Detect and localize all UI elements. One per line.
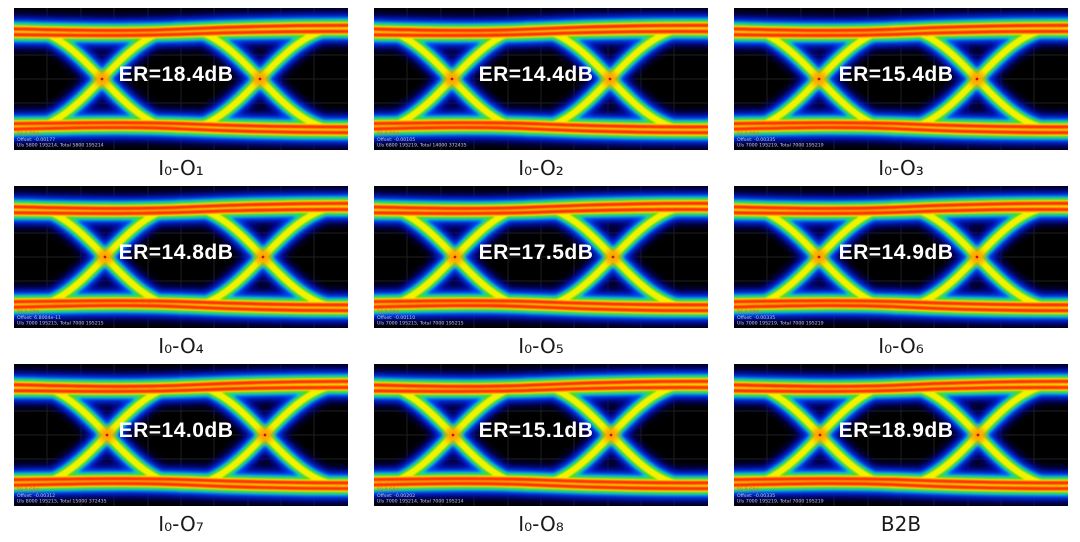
panel-caption: I₀-O₂ <box>518 156 564 180</box>
er-label: ER=15.4dB <box>838 62 954 86</box>
panel-caption: I₀-O₁ <box>158 156 204 180</box>
eye-diagram-panel-1: ER=18.4dB 50.0 GBd Offset: -0.00177 UIs … <box>14 8 348 150</box>
eye-diagram-plot <box>374 186 708 328</box>
er-label: ER=14.0dB <box>118 418 234 442</box>
eye-diagram-panel-2: ER=14.4dB 50.0 GBd Offset: -0.00105 UIs … <box>374 8 708 150</box>
panel-cell-1: ER=18.4dB 50.0 GBd Offset: -0.00177 UIs … <box>14 8 348 186</box>
panel-caption: I₀-O₆ <box>878 334 924 358</box>
panel-caption: I₀-O₄ <box>158 334 204 358</box>
panel-cell-8: ER=15.1dB 50.0 GBd Offset: -0.00202 UIs … <box>374 364 708 542</box>
panel-cell-2: ER=14.4dB 50.0 GBd Offset: -0.00105 UIs … <box>374 8 708 186</box>
panel-cell-9: ER=18.9dB 50.0 GBd Offset: -0.00335 UIs … <box>734 364 1068 542</box>
panel-cell-7: ER=14.0dB 50.0 GBd Offset: -0.00312 UIs … <box>14 364 348 542</box>
panel-cell-6: ER=14.9dB 50.0 GBd Offset: -0.00335 UIs … <box>734 186 1068 364</box>
er-label: ER=14.4dB <box>478 62 594 86</box>
eye-diagram-panel-6: ER=14.9dB 50.0 GBd Offset: -0.00335 UIs … <box>734 186 1068 328</box>
eye-diagram-plot <box>374 364 708 506</box>
er-label: ER=15.1dB <box>478 418 594 442</box>
er-label: ER=18.9dB <box>838 418 954 442</box>
eye-diagram-panel-5: ER=17.5dB 50.0 GBd Offset: -0.00110 UIs … <box>374 186 708 328</box>
eye-diagram-plot <box>734 364 1068 506</box>
panel-cell-4: ER=14.8dB 50.0 GBd Offset: 6.8004e-11 UI… <box>14 186 348 364</box>
panel-cell-5: ER=17.5dB 50.0 GBd Offset: -0.00110 UIs … <box>374 186 708 364</box>
panel-caption: I₀-O₅ <box>518 334 564 358</box>
eye-diagram-panel-9: ER=18.9dB 50.0 GBd Offset: -0.00335 UIs … <box>734 364 1068 506</box>
eye-diagram-plot <box>734 8 1068 150</box>
eye-diagram-panel-3: ER=15.4dB 50.0 GBd Offset: -0.00335 UIs … <box>734 8 1068 150</box>
er-label: ER=18.4dB <box>118 62 234 86</box>
eye-diagram-plot <box>14 186 348 328</box>
panel-caption: I₀-O₈ <box>518 512 564 536</box>
eye-diagram-plot <box>374 8 708 150</box>
panel-cell-3: ER=15.4dB 50.0 GBd Offset: -0.00335 UIs … <box>734 8 1068 186</box>
er-label: ER=14.8dB <box>118 240 234 264</box>
panel-caption: I₀-O₃ <box>878 156 924 180</box>
eye-diagram-plot <box>14 8 348 150</box>
eye-diagram-panel-8: ER=15.1dB 50.0 GBd Offset: -0.00202 UIs … <box>374 364 708 506</box>
er-label: ER=14.9dB <box>838 240 954 264</box>
eye-diagram-plot <box>734 186 1068 328</box>
eye-diagram-panel-4: ER=14.8dB 50.0 GBd Offset: 6.8004e-11 UI… <box>14 186 348 328</box>
panel-caption: I₀-O₇ <box>158 512 204 536</box>
er-label: ER=17.5dB <box>478 240 594 264</box>
eye-diagram-panel-7: ER=14.0dB 50.0 GBd Offset: -0.00312 UIs … <box>14 364 348 506</box>
panel-caption: B2B <box>880 512 922 536</box>
eye-diagram-plot <box>14 364 348 506</box>
